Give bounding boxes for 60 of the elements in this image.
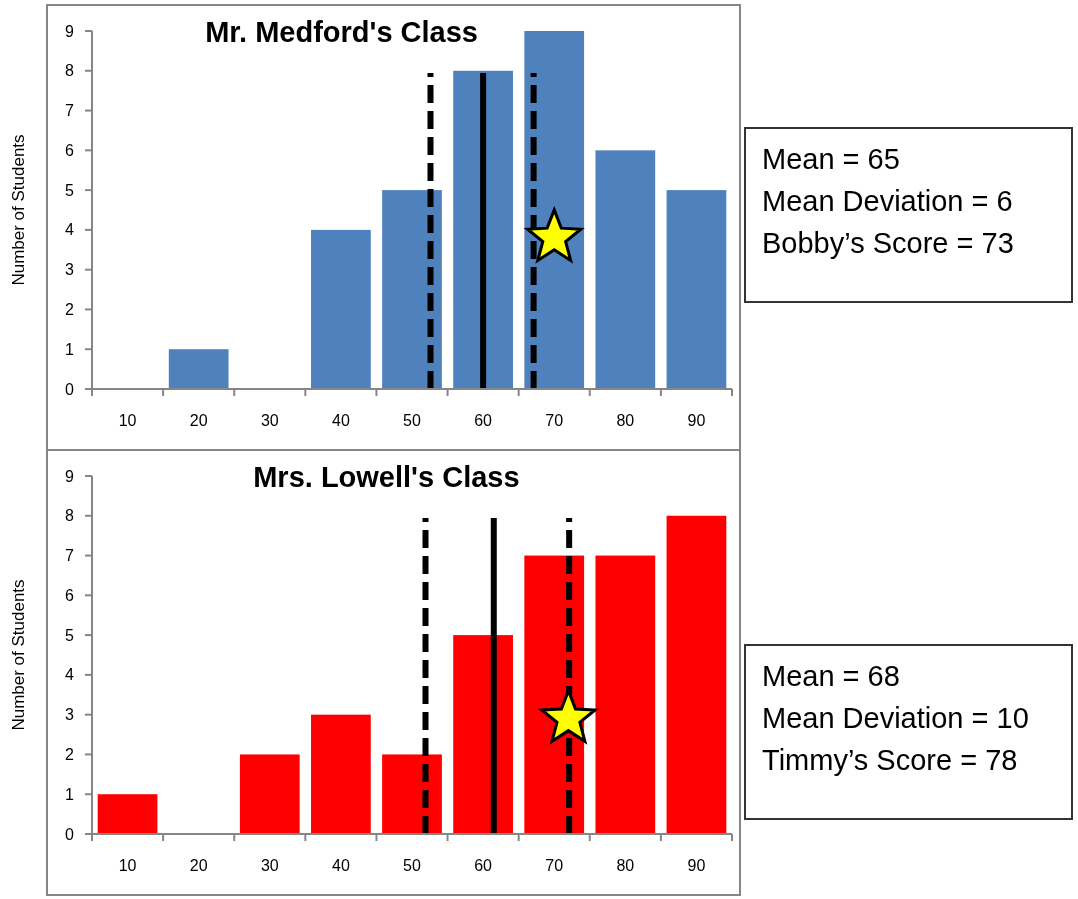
y-tick-label: 1 [65, 340, 75, 358]
bar [311, 714, 371, 834]
text: Mean = 65 [762, 143, 900, 175]
x-tick-label: 90 [687, 412, 706, 429]
bar [666, 190, 727, 389]
y-tick-label: 0 [65, 380, 75, 398]
y-tick-label: 7 [65, 102, 75, 120]
x-tick-label: 80 [616, 857, 635, 874]
x-tick-label: 50 [403, 857, 421, 874]
y-tick-label: 8 [65, 62, 75, 80]
bar [666, 515, 727, 834]
y-tick-label: 9 [65, 22, 75, 40]
y-tick-label: 3 [65, 706, 75, 724]
chart-title: Mr. Medford's Class [205, 16, 478, 48]
text: Mean Deviation = 6 [762, 185, 1013, 217]
bar [168, 349, 229, 389]
y-tick-label: 7 [65, 547, 75, 565]
y-tick-label: 5 [65, 181, 75, 199]
x-tick-label: 70 [545, 857, 564, 874]
text: Bobby’s Score = 73 [762, 227, 1014, 259]
y-tick-label: 2 [65, 746, 75, 764]
y-tick-label: 2 [65, 301, 75, 319]
chart-title: Mrs. Lowell's Class [253, 461, 520, 493]
text: Mean Deviation = 10 [762, 702, 1029, 734]
x-tick-label: 60 [474, 412, 493, 429]
bar [311, 229, 371, 389]
x-tick-label: 50 [403, 412, 421, 429]
x-tick-label: 70 [545, 412, 564, 429]
y-tick-label: 8 [65, 507, 75, 525]
x-tick-label: 30 [260, 857, 279, 874]
bar [595, 555, 656, 834]
y-tick-label: 6 [65, 141, 75, 159]
bar [595, 150, 656, 389]
x-tick-label: 20 [189, 857, 208, 874]
x-tick-label: 80 [616, 412, 635, 429]
y-tick-label: 6 [65, 586, 75, 604]
y-tick-label: 4 [65, 221, 75, 239]
x-tick-label: 10 [118, 412, 137, 429]
bar [453, 635, 513, 834]
bar [382, 754, 442, 834]
text: Timmy’s Score = 78 [762, 744, 1018, 776]
y-axis-title: Number of Students [9, 579, 28, 731]
y-tick-label: 1 [65, 785, 75, 803]
y-tick-label: 9 [65, 467, 75, 485]
x-tick-label: 40 [331, 412, 350, 429]
x-tick-label: 90 [687, 857, 706, 874]
x-tick-label: 40 [331, 857, 350, 874]
y-tick-label: 3 [65, 261, 75, 279]
bar [97, 794, 158, 834]
x-tick-label: 30 [260, 412, 279, 429]
bar [453, 70, 513, 389]
x-tick-label: 60 [474, 857, 493, 874]
x-tick-label: 10 [118, 857, 137, 874]
y-axis-title: Number of Students [9, 134, 28, 286]
y-tick-label: 0 [65, 825, 75, 843]
y-tick-label: 5 [65, 626, 75, 644]
text: Mean = 68 [762, 660, 900, 692]
y-tick-label: 4 [65, 666, 75, 684]
bar [239, 754, 300, 834]
x-tick-label: 20 [189, 412, 208, 429]
